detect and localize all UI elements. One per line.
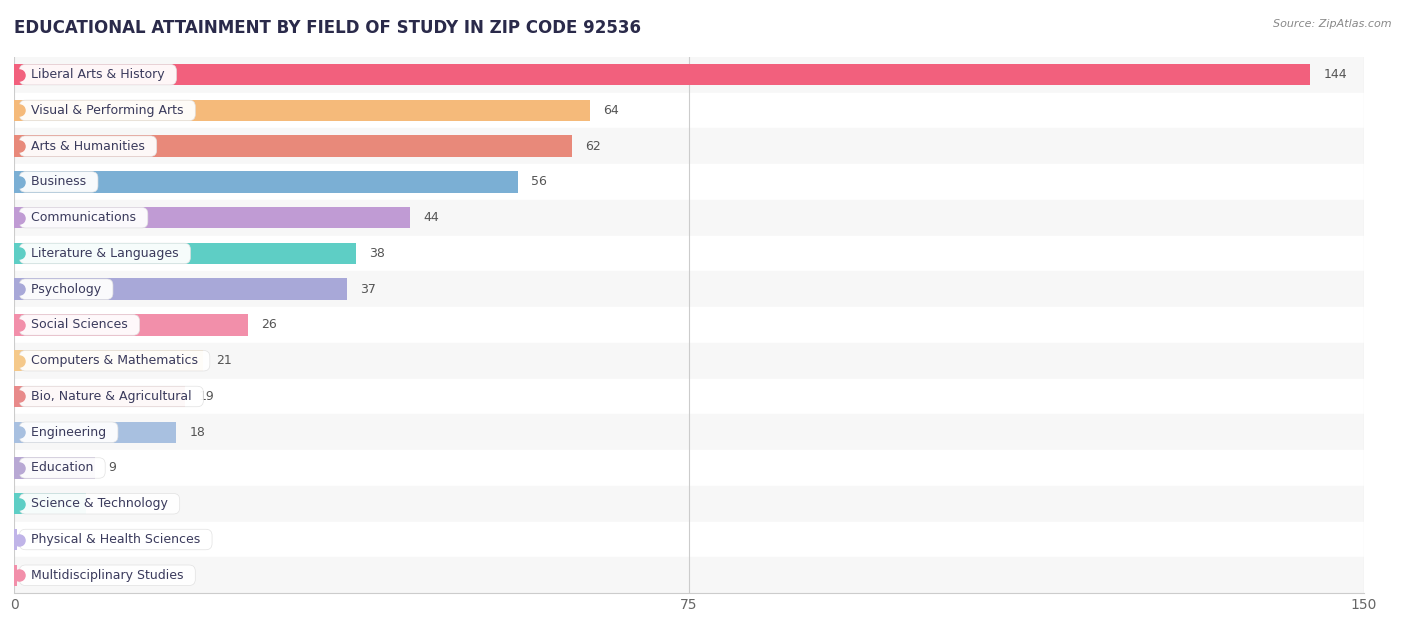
Bar [14, 386, 186, 407]
Bar [14, 343, 1364, 379]
Bar [14, 457, 96, 479]
Bar [14, 128, 1364, 164]
Bar [14, 422, 176, 443]
Bar [14, 557, 1364, 593]
Text: Physical & Health Sciences: Physical & Health Sciences [22, 533, 208, 546]
Text: 44: 44 [423, 211, 439, 224]
Text: Psychology: Psychology [22, 283, 110, 296]
Bar [14, 522, 1364, 557]
Text: 8: 8 [100, 497, 107, 510]
Bar [14, 100, 591, 121]
Text: 19: 19 [198, 390, 214, 403]
Bar [14, 207, 411, 228]
Bar [14, 271, 1364, 307]
Bar [14, 493, 86, 514]
Bar [14, 200, 1364, 235]
Bar [14, 350, 202, 372]
Text: 0: 0 [31, 533, 38, 546]
Bar [14, 136, 572, 157]
Text: 37: 37 [360, 283, 377, 296]
Text: 26: 26 [262, 319, 277, 331]
Bar [14, 415, 1364, 450]
Text: Multidisciplinary Studies: Multidisciplinary Studies [22, 569, 191, 582]
Text: Source: ZipAtlas.com: Source: ZipAtlas.com [1274, 19, 1392, 29]
Bar [14, 171, 517, 192]
Bar [14, 486, 1364, 522]
Text: Business: Business [22, 175, 94, 189]
Text: 62: 62 [585, 139, 602, 153]
Bar [14, 57, 1364, 93]
Text: 0: 0 [31, 569, 38, 582]
Text: Social Sciences: Social Sciences [22, 319, 136, 331]
Text: 144: 144 [1323, 68, 1347, 81]
Bar [14, 64, 1310, 85]
Bar [14, 278, 347, 300]
Text: 9: 9 [108, 461, 117, 475]
Bar [14, 314, 247, 336]
Text: Engineering: Engineering [22, 426, 114, 439]
Bar [14, 565, 17, 586]
Text: 64: 64 [603, 104, 619, 117]
Bar [14, 450, 1364, 486]
Text: Education: Education [22, 461, 101, 475]
Text: Communications: Communications [22, 211, 143, 224]
Text: Arts & Humanities: Arts & Humanities [22, 139, 153, 153]
Text: Visual & Performing Arts: Visual & Performing Arts [22, 104, 191, 117]
Bar [14, 235, 1364, 271]
Text: 21: 21 [217, 354, 232, 367]
Text: Literature & Languages: Literature & Languages [22, 247, 187, 260]
Text: Liberal Arts & History: Liberal Arts & History [22, 68, 173, 81]
Bar [14, 379, 1364, 415]
Text: Computers & Mathematics: Computers & Mathematics [22, 354, 207, 367]
Text: EDUCATIONAL ATTAINMENT BY FIELD OF STUDY IN ZIP CODE 92536: EDUCATIONAL ATTAINMENT BY FIELD OF STUDY… [14, 19, 641, 37]
Bar [14, 529, 17, 550]
Text: 18: 18 [190, 426, 205, 439]
Bar [14, 93, 1364, 128]
Text: Bio, Nature & Agricultural: Bio, Nature & Agricultural [22, 390, 200, 403]
Bar [14, 243, 356, 264]
Text: 56: 56 [531, 175, 547, 189]
Bar [14, 307, 1364, 343]
Bar [14, 164, 1364, 200]
Text: 38: 38 [370, 247, 385, 260]
Text: Science & Technology: Science & Technology [22, 497, 176, 510]
